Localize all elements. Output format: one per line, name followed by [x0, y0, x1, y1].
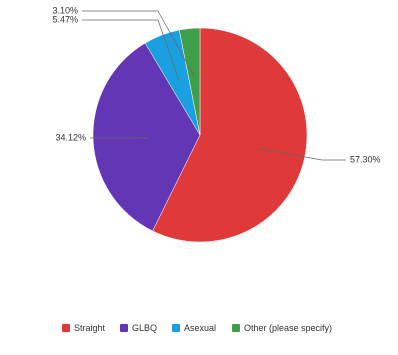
pie-slice: [92, 42, 201, 232]
legend-label: Asexual: [184, 323, 216, 333]
legend-swatch: [172, 324, 180, 332]
legend-swatch: [62, 324, 70, 332]
legend-swatch: [232, 324, 240, 332]
pie-slice: [178, 27, 201, 136]
leader-line: [257, 148, 323, 161]
pie-slice: [152, 27, 308, 243]
legend-label: GLBQ: [132, 323, 157, 333]
legend-label: Straight: [74, 323, 106, 333]
legend-label: Other (please specify): [244, 323, 332, 333]
data-label: 5.47%: [52, 14, 78, 24]
leader-line: [157, 10, 195, 77]
leader-line: [157, 19, 180, 81]
data-label: 34.12%: [55, 132, 86, 142]
data-label: 3.10%: [52, 5, 78, 15]
legend-swatch: [120, 324, 128, 332]
data-label: 57.30%: [350, 154, 381, 164]
